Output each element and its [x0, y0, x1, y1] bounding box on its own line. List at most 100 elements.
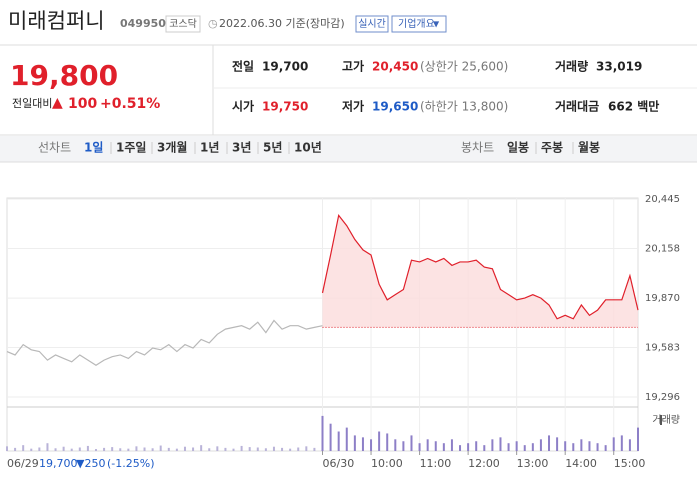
stat-value: 662 백만 — [608, 99, 659, 114]
volume-bar — [159, 445, 162, 451]
volume-bar — [564, 441, 567, 451]
info-date: 06/29 — [7, 457, 39, 470]
volume-bar — [297, 447, 300, 451]
stat-value: 19,700 — [262, 60, 308, 74]
info-close: 19,700 — [39, 457, 78, 470]
stat-note: (상한가 25,600) — [420, 60, 508, 74]
realtime-label[interactable]: 실시간 — [358, 18, 386, 30]
volume-bar — [580, 439, 583, 451]
volume-bar — [499, 437, 502, 451]
tab[interactable]: 10년 — [294, 141, 322, 155]
date: 2022.06.30 기준(장마감) — [219, 17, 345, 30]
current-price: 19,800 — [10, 59, 118, 92]
info-label[interactable]: 기업개요 — [398, 17, 435, 30]
volume-bar — [264, 448, 267, 451]
tab[interactable]: 1일 — [84, 141, 103, 155]
volume-bar — [548, 435, 551, 451]
stat-label: 거래대금 — [555, 99, 599, 114]
volume-bar — [183, 446, 186, 451]
dropdown-arrow[interactable]: ▼ — [433, 20, 440, 29]
volume-bar — [370, 439, 373, 451]
market-badge — [165, 15, 201, 33]
volume-bar — [337, 431, 340, 451]
price-line — [6, 319, 323, 367]
stat-value: 19,750 — [262, 100, 308, 114]
volume-bar — [135, 446, 138, 451]
volume-bar — [483, 445, 486, 451]
volume-bar — [467, 443, 470, 451]
x-tick-label: 13:00 — [517, 457, 549, 470]
tab[interactable]: 3년 — [232, 141, 251, 155]
volume-bar — [523, 445, 526, 451]
volume-bar — [14, 447, 17, 451]
y-tick-label: 19,296 — [645, 392, 680, 403]
tab[interactable]: 5년 — [263, 141, 282, 155]
company-name: 미래컴퍼니 — [8, 9, 105, 33]
volume-bar — [531, 443, 534, 451]
volume-bar — [167, 447, 170, 451]
volume-bar — [232, 448, 235, 451]
realtime-button[interactable] — [355, 15, 389, 33]
tab-bar — [0, 136, 697, 162]
volume-bar — [256, 447, 259, 451]
change-label: 전일대비 — [12, 96, 52, 110]
tab-group-label: 선차트 — [38, 141, 71, 155]
change-pct: +0.51% — [100, 96, 160, 112]
volume-bar — [175, 448, 178, 451]
volume-bar — [394, 439, 397, 451]
volume-bar — [289, 448, 292, 451]
volume-bar — [272, 446, 275, 451]
stat-label: 거래량 — [555, 59, 588, 74]
volume-bar — [127, 448, 130, 451]
volume-bar — [386, 433, 389, 451]
x-tick-label: 06/30 — [323, 457, 355, 470]
x-tick-label: 15:00 — [614, 457, 646, 470]
volume-bar — [30, 448, 33, 451]
volume-bar — [94, 449, 97, 451]
volume-label: 거래량 — [652, 414, 680, 426]
y-tick-label: 20,445 — [645, 194, 680, 205]
volume-bar — [410, 435, 413, 451]
volume-bar — [111, 447, 114, 451]
volume-bar — [572, 443, 575, 451]
volume-bar — [620, 435, 623, 451]
volume-bar — [248, 447, 251, 451]
tab-group-label: 봉차트 — [461, 141, 494, 155]
volume-bar — [200, 445, 203, 451]
info-button[interactable] — [391, 15, 447, 33]
volume-bar — [224, 447, 227, 451]
stat-label: 전일 — [232, 59, 254, 74]
tab[interactable]: 3개월 — [157, 140, 187, 155]
volume-bar — [313, 447, 316, 451]
y-tick-label: 20,158 — [645, 243, 680, 254]
tab[interactable]: 1주일 — [116, 141, 146, 155]
volume-bar — [612, 437, 615, 451]
stat-value: 20,450 — [372, 60, 418, 74]
volume-bar — [628, 439, 631, 451]
tab[interactable]: 주봉 — [541, 141, 563, 155]
volume-bar — [507, 443, 510, 451]
up-arrow: ▲ — [52, 95, 63, 111]
tab[interactable]: 월봉 — [578, 140, 600, 155]
volume-bar — [556, 437, 559, 451]
stock-code: 049950 — [120, 17, 166, 30]
volume-bar — [491, 439, 494, 451]
volume-bar — [305, 446, 308, 451]
volume-bar — [588, 441, 591, 451]
volume-bar — [216, 446, 219, 451]
volume-bar — [143, 447, 146, 451]
x-tick-label: 10:00 — [371, 457, 403, 470]
x-tick-label: 11:00 — [420, 457, 452, 470]
volume-bar — [637, 427, 639, 451]
tab[interactable]: 1년 — [200, 141, 219, 155]
x-tick-label: 14:00 — [565, 457, 597, 470]
change: 100 — [68, 96, 97, 112]
stat-value: 19,650 — [372, 100, 418, 114]
tab[interactable]: 일봉 — [507, 141, 529, 155]
y-tick-label: 19,870 — [645, 293, 680, 304]
volume-bar — [361, 437, 364, 451]
volume-bar — [62, 446, 65, 451]
volume-bar — [426, 439, 429, 451]
volume-bar — [78, 447, 81, 451]
